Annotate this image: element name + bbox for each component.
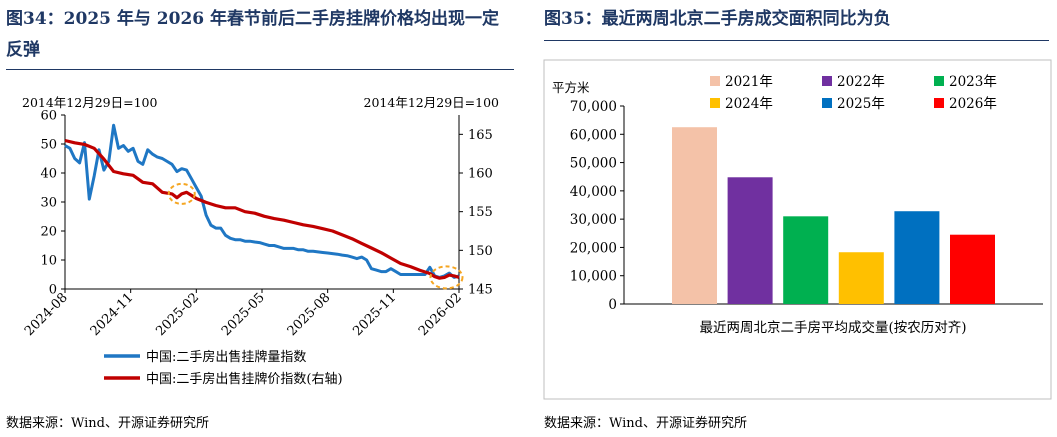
y-tick-label: 40,000	[570, 184, 617, 200]
right-source: 数据来源：Wind、开源证券研究所	[544, 416, 747, 431]
title-rule	[6, 69, 514, 70]
bar-2022年	[727, 177, 773, 304]
figure-34-title: 图34：2025 年与 2026 年春节前后二手房挂牌价格均出现一定反弹	[6, 9, 500, 60]
bar-2023年	[783, 216, 829, 304]
right-y-tick-label: 160	[468, 167, 493, 182]
listing-index-line-chart: 2014年12月29日=100 2014年12月29日=100 0 10 20 30 4…	[22, 95, 500, 387]
left-y-tick-label: 20	[40, 225, 57, 240]
listing-price-line	[64, 138, 460, 280]
legend-swatch	[822, 98, 832, 108]
legend-label: 2025年	[837, 96, 885, 112]
bar-2021年	[672, 127, 717, 304]
right-axis-note: 2014年12月29日=100	[364, 95, 500, 110]
legend-swatch	[934, 98, 944, 108]
x-axis-label: 最近两周北京二手房平均成交量(按农历对齐)	[699, 319, 966, 336]
x-tick-label: 2024-08	[22, 290, 71, 339]
left-y-tick-label: 30	[40, 196, 57, 211]
legend-swatch	[710, 98, 720, 108]
listing-volume-line	[64, 123, 460, 279]
left-y-tick-label: 40	[40, 167, 57, 182]
legend-label: 2026年	[949, 96, 997, 112]
figure-35-title: 图35：最近两周北京二手房成交面积同比为负	[544, 9, 891, 29]
bar-2024年	[838, 252, 884, 304]
highlight-circle	[167, 182, 196, 205]
right-y-tick-label: 155	[468, 205, 493, 220]
legend-swatch	[710, 76, 720, 86]
y-tick-label: 0	[608, 297, 617, 313]
transaction-area-bar-chart: 平方米 0 10,000 20,000 30,000 40,000 50,000 60,000…	[543, 59, 1052, 400]
x-tick-label: 2024-11	[88, 290, 137, 339]
legend-label: 2021年	[725, 74, 773, 90]
legend-swatch	[822, 76, 832, 86]
left-source: 数据来源：Wind、开源证券研究所	[6, 416, 209, 431]
legend-label: 中国:二手房出售挂牌量指数	[146, 349, 306, 365]
left-y-tick-label: 60	[40, 109, 57, 124]
left-axis-note: 2014年12月29日=100	[22, 95, 158, 110]
x-tick-label: 2025-11	[350, 290, 399, 339]
right-y-tick-label: 165	[468, 128, 493, 143]
right-y-tick-label: 150	[468, 244, 493, 259]
left-y-tick-label: 50	[40, 138, 57, 153]
left-panel: 图34：2025 年与 2026 年春节前后二手房挂牌价格均出现一定反弹 201…	[0, 0, 518, 437]
y-tick-label: 20,000	[570, 240, 617, 256]
x-tick-label: 2025-02	[153, 290, 202, 339]
x-tick-label: 2026-02	[416, 290, 465, 339]
title-rule	[544, 40, 1049, 41]
bar-2026年	[950, 234, 995, 304]
y-tick-label: 60,000	[570, 127, 617, 143]
left-y-tick-label: 0	[49, 283, 57, 298]
legend-swatch	[934, 76, 944, 86]
highlight-circle	[429, 265, 464, 290]
right-y-tick-label: 145	[468, 283, 493, 298]
x-tick-label: 2025-05	[219, 290, 268, 339]
y-tick-label: 50,000	[570, 156, 617, 172]
y-tick-label: 30,000	[570, 212, 617, 228]
y-tick-label: 10,000	[570, 269, 617, 285]
x-tick-label: 2025-08	[285, 290, 334, 339]
right-panel: 图35：最近两周北京二手房成交面积同比为负 平方米 0 10,000 20,000 30…	[538, 0, 1057, 437]
bar-2025年	[894, 211, 940, 304]
legend-label: 2022年	[837, 74, 885, 90]
unit-label: 平方米	[552, 80, 590, 95]
y-tick-label: 70,000	[570, 99, 617, 115]
legend-label: 中国:二手房出售挂牌价指数(右轴)	[146, 371, 343, 387]
left-y-tick-label: 10	[40, 254, 57, 269]
legend-label: 2023年	[949, 74, 997, 90]
legend-label: 2024年	[725, 96, 773, 112]
